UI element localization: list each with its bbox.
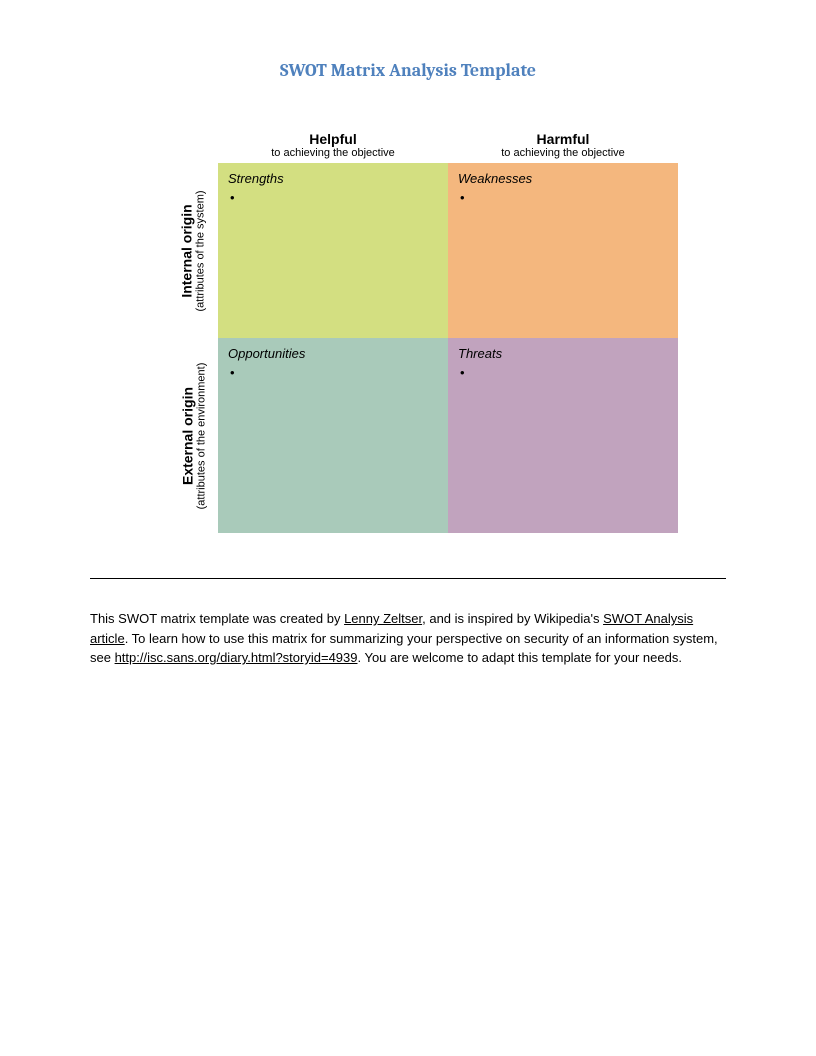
link-isc[interactable]: http://isc.sans.org/diary.html?storyid=4… (115, 650, 358, 665)
footer-text-4: . You are welcome to adapt this template… (357, 650, 681, 665)
col-header-sub: to achieving the objective (218, 147, 448, 159)
cell-opportunities: Opportunities • (218, 338, 448, 533)
row-header-main: Internal origin (179, 190, 195, 311)
col-header-main: Helpful (218, 131, 448, 147)
cell-bullet: • (458, 365, 668, 380)
column-headers: Helpful to achieving the objective Harmf… (218, 131, 678, 163)
cell-bullet: • (458, 190, 668, 205)
matrix-body: Internal origin (attributes of the syste… (168, 163, 678, 533)
row-header-internal: Internal origin (attributes of the syste… (168, 163, 218, 338)
row-header-sub: (attributes of the system) (195, 190, 207, 311)
cell-label: Opportunities (228, 346, 438, 361)
cell-label: Strengths (228, 171, 438, 186)
row-header-external: External origin (attributes of the envir… (168, 338, 218, 533)
link-author[interactable]: Lenny Zeltser (344, 611, 422, 626)
cells-grid: Strengths • Weaknesses • Opportunities •… (218, 163, 678, 533)
cell-threats: Threats • (448, 338, 678, 533)
footer-text-1: This SWOT matrix template was created by (90, 611, 344, 626)
col-header-main: Harmful (448, 131, 678, 147)
page-title: SWOT Matrix Analysis Template (90, 60, 726, 81)
cell-weaknesses: Weaknesses • (448, 163, 678, 338)
cell-bullet: • (228, 365, 438, 380)
swot-matrix: Helpful to achieving the objective Harmf… (120, 131, 726, 533)
cell-strengths: Strengths • (218, 163, 448, 338)
footer-paragraph: This SWOT matrix template was created by… (90, 609, 726, 668)
cell-bullet: • (228, 190, 438, 205)
col-header-helpful: Helpful to achieving the objective (218, 131, 448, 163)
col-header-sub: to achieving the objective (448, 147, 678, 159)
cell-label: Threats (458, 346, 668, 361)
section-divider (90, 578, 726, 579)
row-header-sub: (attributes of the environment) (195, 362, 207, 509)
footer-text-2: , and is inspired by Wikipedia's (422, 611, 603, 626)
row-header-main: External origin (179, 362, 195, 509)
col-header-harmful: Harmful to achieving the objective (448, 131, 678, 163)
cell-label: Weaknesses (458, 171, 668, 186)
